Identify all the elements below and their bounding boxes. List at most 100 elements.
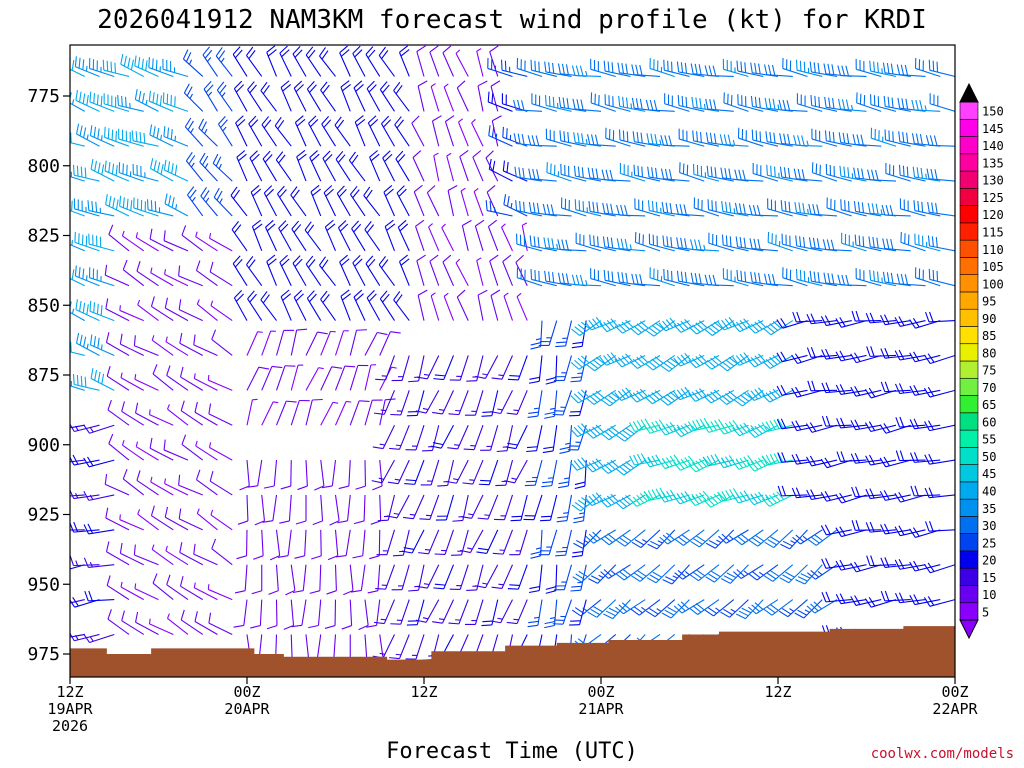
wind-barb	[899, 198, 926, 217]
wind-barb	[334, 400, 352, 426]
wind-barb	[181, 225, 204, 252]
wind-barb	[528, 355, 543, 384]
wind-barb	[108, 224, 130, 252]
wind-barb	[165, 545, 189, 566]
x-tick-label: 22APR	[932, 700, 978, 718]
wind-barb	[363, 186, 381, 217]
wind-barb	[751, 129, 779, 147]
wind-barb	[923, 562, 955, 574]
wind-barb	[572, 98, 602, 112]
wind-barb	[237, 494, 249, 525]
colorbar-cell	[959, 222, 979, 241]
wind-barb	[134, 89, 159, 112]
wind-barb	[736, 60, 764, 78]
wind-barb	[691, 96, 720, 112]
plot-frame	[69, 44, 956, 678]
wind-barb	[310, 184, 322, 217]
wind-barb	[615, 564, 646, 581]
y-tick-label: 950	[27, 574, 60, 595]
wind-barb	[430, 424, 454, 449]
wind-barb	[353, 80, 366, 112]
wind-barb	[690, 529, 720, 548]
wind-barb	[148, 90, 174, 112]
wind-barb	[335, 150, 351, 182]
wind-barb	[448, 390, 469, 416]
wind-barb	[70, 529, 85, 531]
wind-barb	[163, 230, 189, 252]
wind-barb	[70, 240, 85, 252]
wind-barb	[778, 599, 808, 618]
colorbar-label: 55	[982, 433, 996, 447]
wind-barb	[305, 331, 328, 356]
wind-barb	[102, 59, 130, 78]
wind-barb	[477, 80, 488, 112]
wind-barb	[277, 185, 292, 217]
wind-barb	[207, 374, 233, 391]
wind-barb	[431, 115, 442, 147]
wind-barb	[262, 494, 278, 523]
wind-barb	[324, 219, 337, 252]
wind-barb	[370, 494, 382, 525]
wind-barb	[290, 328, 308, 356]
wind-barb	[166, 574, 189, 601]
wind-barb	[473, 187, 484, 217]
wind-barb	[749, 238, 779, 252]
wind-barb	[305, 367, 324, 391]
wind-barb	[733, 389, 764, 407]
wind-barb	[104, 473, 130, 496]
wind-barb	[571, 65, 602, 78]
wind-barb	[253, 529, 264, 560]
wind-barb	[914, 267, 941, 287]
wind-barb	[880, 381, 911, 393]
wind-barb	[735, 236, 764, 252]
wind-barb	[194, 401, 218, 426]
wind-barb	[879, 456, 911, 468]
wind-barb	[133, 197, 159, 217]
wind-barb	[212, 153, 233, 182]
wind-barb	[349, 329, 367, 356]
wind-barb	[135, 402, 159, 426]
wind-barb	[117, 95, 144, 112]
wind-barb	[571, 529, 587, 558]
wind-barb	[379, 290, 395, 321]
wind-barb	[895, 416, 926, 428]
wind-barb	[395, 150, 410, 182]
wind-barb	[570, 423, 602, 438]
wind-barb	[506, 599, 528, 625]
colorbar-label: 10	[982, 588, 996, 602]
colorbar-cell	[959, 343, 979, 362]
wind-barb	[75, 89, 100, 112]
wind-barb	[458, 118, 469, 147]
wind-barb	[418, 529, 440, 555]
wind-barb	[588, 564, 617, 584]
wind-barb	[492, 529, 514, 555]
wind-barb	[475, 355, 499, 379]
wind-barb	[137, 299, 159, 322]
wind-barb	[779, 166, 808, 182]
wind-barb	[634, 231, 661, 252]
wind-barb	[895, 450, 926, 462]
wind-barb	[319, 47, 336, 77]
wind-barb	[474, 219, 485, 252]
wind-barb	[379, 331, 401, 356]
wind-barb	[329, 494, 340, 526]
wind-barb	[209, 261, 233, 287]
wind-barb	[717, 419, 749, 435]
wind-barb	[185, 151, 204, 182]
wind-barb	[166, 365, 189, 391]
wind-barb	[507, 564, 528, 590]
wind-barb	[630, 599, 661, 616]
wind-barb	[557, 239, 587, 252]
colorbar-label: 25	[982, 536, 996, 550]
wind-barb	[514, 166, 543, 182]
wind-barb	[396, 185, 410, 217]
wind-barbs-layer	[70, 45, 955, 666]
wind-barb	[584, 458, 616, 473]
wind-barb	[118, 128, 144, 147]
wind-barb	[119, 542, 144, 566]
wind-barb	[446, 459, 469, 484]
wind-barb	[364, 331, 388, 356]
wind-barb	[433, 355, 455, 381]
wind-barb	[866, 346, 897, 357]
wind-barb	[762, 354, 794, 369]
